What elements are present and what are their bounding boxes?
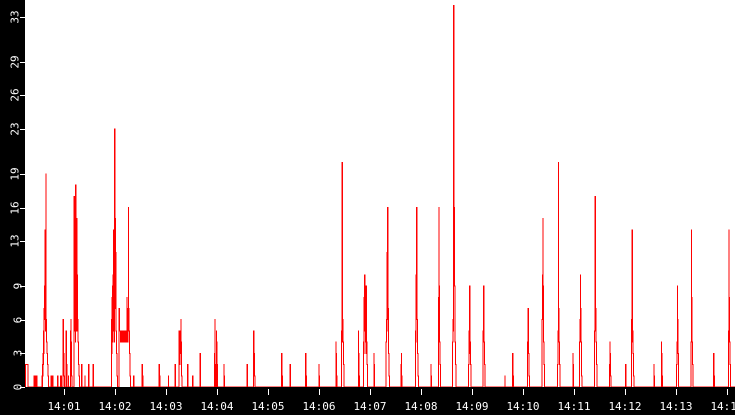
- y-tick-mark: [20, 208, 25, 209]
- x-tick-mark: [319, 389, 320, 395]
- y-tick-mark: [20, 62, 25, 63]
- y-tick-label-text: 6: [11, 316, 25, 324]
- y-tick-label: 23: [0, 122, 22, 136]
- x-tick-label: 14:05: [251, 400, 285, 413]
- y-tick-label: 13: [0, 234, 22, 248]
- x-tick-mark: [676, 389, 677, 395]
- y-tick-label-text: 3: [11, 349, 25, 357]
- x-tick-mark: [115, 389, 116, 395]
- y-tick-label: 3: [0, 346, 25, 360]
- x-tick-mark: [166, 389, 167, 395]
- x-tick-label: 14:07: [353, 400, 387, 413]
- y-tick-mark: [20, 174, 25, 175]
- y-tick-label-text: 26: [8, 88, 22, 102]
- y-tick-mark: [20, 387, 25, 388]
- x-tick-mark: [472, 389, 473, 395]
- plot-area: [25, 0, 735, 387]
- series-line: [25, 5, 735, 387]
- x-tick-mark: [625, 389, 626, 395]
- x-tick-mark: [64, 389, 65, 395]
- x-axis-margin: [0, 387, 735, 415]
- y-tick-mark: [20, 320, 25, 321]
- y-tick-mark: [20, 286, 25, 287]
- x-tick-mark: [268, 389, 269, 395]
- y-tick-label: 33: [0, 10, 22, 24]
- y-tick-label: 29: [0, 55, 22, 69]
- y-tick-label-text: 0: [11, 383, 25, 391]
- y-tick-label: 0: [0, 380, 25, 394]
- y-axis-margin: [0, 0, 25, 415]
- x-tick-label: 14:14: [710, 400, 735, 413]
- x-tick-label: 14:12: [608, 400, 642, 413]
- y-tick-label: 9: [0, 279, 25, 293]
- y-tick-label-text: 19: [8, 167, 22, 181]
- x-tick-label: 14:02: [98, 400, 132, 413]
- x-tick-label: 14:09: [455, 400, 489, 413]
- y-tick-label-text: 9: [11, 282, 25, 290]
- y-tick-label: 19: [0, 167, 22, 181]
- y-tick-label-text: 16: [8, 201, 22, 215]
- data-series-red: [25, 5, 735, 387]
- y-tick-mark: [20, 129, 25, 130]
- x-tick-mark: [574, 389, 575, 395]
- x-tick-mark: [217, 389, 218, 395]
- x-tick-label: 14:10: [506, 400, 540, 413]
- y-tick-label: 16: [0, 201, 22, 215]
- x-tick-label: 14:11: [557, 400, 591, 413]
- x-tick-label: 14:01: [47, 400, 81, 413]
- x-tick-label: 14:03: [149, 400, 183, 413]
- y-tick-label-text: 23: [8, 122, 22, 136]
- y-tick-label-text: 29: [8, 55, 22, 69]
- x-tick-mark: [523, 389, 524, 395]
- x-tick-mark: [727, 389, 728, 395]
- y-tick-label-text: 33: [8, 10, 22, 24]
- y-tick-mark: [20, 353, 25, 354]
- x-tick-label: 14:13: [659, 400, 693, 413]
- x-tick-label: 14:06: [302, 400, 336, 413]
- x-tick-label: 14:08: [404, 400, 438, 413]
- x-tick-mark: [370, 389, 371, 395]
- y-tick-mark: [20, 95, 25, 96]
- y-tick-label-text: 13: [8, 234, 22, 248]
- x-tick-label: 14:04: [200, 400, 234, 413]
- y-tick-mark: [20, 17, 25, 18]
- y-tick-label: 6: [0, 313, 25, 327]
- y-tick-mark: [20, 241, 25, 242]
- y-tick-label: 26: [0, 88, 22, 102]
- x-tick-mark: [421, 389, 422, 395]
